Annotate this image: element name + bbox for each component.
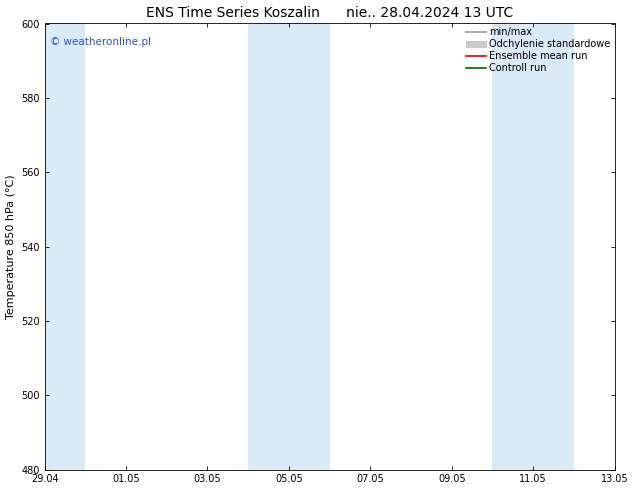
- Bar: [44, 24, 86, 469]
- Title: ENS Time Series Koszalin      nie.. 28.04.2024 13 UTC: ENS Time Series Koszalin nie.. 28.04.202…: [146, 5, 514, 20]
- Legend: min/max, Odchylenie standardowe, Ensemble mean run, Controll run: min/max, Odchylenie standardowe, Ensembl…: [464, 25, 612, 75]
- Y-axis label: Temperature 850 hPa (°C): Temperature 850 hPa (°C): [6, 174, 16, 319]
- Bar: [493, 24, 574, 469]
- Bar: [248, 24, 330, 469]
- Text: © weatheronline.pl: © weatheronline.pl: [50, 37, 152, 47]
